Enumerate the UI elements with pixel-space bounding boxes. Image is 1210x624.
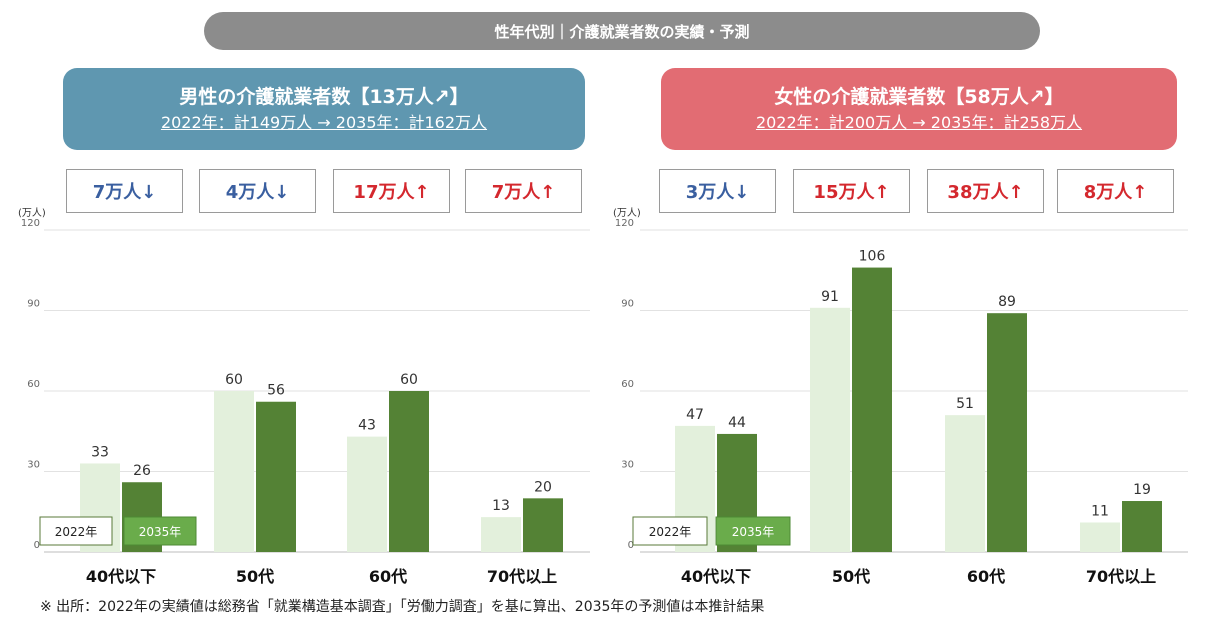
female-header-title: 女性の介護就業者数【58万人↗】	[774, 86, 1064, 108]
male-header-title: 男性の介護就業者数【13万人↗】	[179, 86, 469, 108]
male-category-label-3: 70代以上	[487, 567, 557, 586]
female-data-label-2035年-60代: 89	[998, 294, 1016, 310]
male-data-label-2022年-70代以上: 13	[492, 498, 510, 514]
male-category-label-0: 40代以下	[86, 567, 156, 586]
male-ytick-0: 0	[34, 540, 40, 551]
male-legend-box-2022年	[39, 516, 113, 546]
female-legend-label-2035年: 2035年	[732, 525, 775, 539]
female-data-label-2035年-70代以上: 19	[1133, 482, 1151, 498]
male-y-unit-label: (万人)	[18, 207, 46, 219]
male-bar-2035年-70代以上	[523, 498, 563, 552]
male-ytick-120: 120	[21, 218, 40, 229]
male-header-subtitle: 2022年：計149万人 → 2035年：計162万人	[160, 113, 488, 132]
female-bar-2022年-60代	[945, 415, 985, 552]
male-legend-label-2035年: 2035年	[139, 525, 182, 539]
page-title: 性年代別｜介護就業者数の実績・予測	[204, 12, 1040, 50]
female-category-label-3: 70代以上	[1086, 567, 1156, 586]
male-header-box: 男性の介護就業者数【13万人↗】 2022年：計149万人 → 2035年：計1…	[63, 68, 585, 150]
female-legend-box-2022年	[632, 516, 708, 546]
female-bar-2035年-70代以上	[1122, 501, 1162, 552]
male-change-50s: 4万人↓	[199, 169, 316, 213]
male-data-label-2022年-60代: 43	[358, 418, 376, 434]
male-data-label-2022年-50代: 60	[225, 372, 243, 388]
male-legend-label-2022年: 2022年	[55, 525, 98, 539]
male-change-40s-under: 7万人↓	[66, 169, 183, 213]
female-bar-2022年-50代	[810, 307, 850, 552]
female-data-label-2022年-40代以下: 47	[686, 407, 704, 423]
female-ytick-30: 30	[621, 460, 634, 471]
female-legend-label-2022年: 2022年	[649, 525, 692, 539]
male-category-label-1: 50代	[236, 567, 274, 586]
female-bar-2035年-60代	[987, 313, 1027, 552]
female-change-40s-under: 3万人↓	[659, 169, 776, 213]
female-bar-2035年-50代	[852, 267, 892, 552]
male-data-label-2035年-40代以下: 26	[133, 463, 151, 479]
male-ytick-60: 60	[27, 379, 40, 390]
male-category-label-2: 60代	[369, 567, 407, 586]
female-data-label-2022年-60代: 51	[956, 396, 974, 412]
male-bar-2022年-60代	[347, 436, 387, 552]
female-category-label-1: 50代	[832, 567, 870, 586]
male-data-label-2035年-50代: 56	[267, 383, 285, 399]
male-ytick-30: 30	[27, 460, 40, 471]
male-bar-2035年-50代	[256, 401, 296, 552]
female-category-label-2: 60代	[967, 567, 1005, 586]
male-data-label-2035年-70代以上: 20	[534, 479, 552, 495]
male-data-label-2022年-40代以下: 33	[91, 444, 109, 460]
male-change-70s-over: 7万人↑	[465, 169, 582, 213]
female-ytick-0: 0	[628, 540, 634, 551]
female-ytick-90: 90	[621, 299, 634, 310]
female-data-label-2022年-50代: 91	[821, 289, 839, 305]
male-bar-2035年-60代	[389, 391, 429, 552]
male-ytick-90: 90	[27, 299, 40, 310]
female-header-box: 女性の介護就業者数【58万人↗】 2022年：計200万人 → 2035年：計2…	[661, 68, 1177, 150]
female-change-70s-over: 8万人↑	[1057, 169, 1174, 213]
male-bar-2022年-70代以上	[481, 517, 521, 552]
male-change-60s: 17万人↑	[333, 169, 450, 213]
female-ytick-120: 120	[615, 218, 634, 229]
female-bar-2022年-70代以上	[1080, 522, 1120, 552]
male-legend-box-2035年	[123, 516, 197, 546]
female-change-60s: 38万人↑	[927, 169, 1044, 213]
footnote: ※ 出所：2022年の実績値は総務省「就業構造基本調査」「労働力調査」を基に算出…	[40, 599, 765, 615]
female-legend-box-2035年	[715, 516, 791, 546]
female-header-subtitle: 2022年：計200万人 → 2035年：計258万人	[755, 113, 1083, 132]
male-data-label-2035年-60代: 60	[400, 372, 418, 388]
female-category-label-0: 40代以下	[681, 567, 751, 586]
female-data-label-2035年-50代: 106	[859, 249, 886, 265]
female-ytick-60: 60	[621, 379, 634, 390]
female-data-label-2022年-70代以上: 11	[1091, 503, 1109, 519]
female-y-unit-label: (万人)	[613, 207, 641, 219]
male-bar-2022年-50代	[214, 391, 254, 552]
female-data-label-2035年-40代以下: 44	[728, 415, 746, 431]
female-change-50s: 15万人↑	[793, 169, 910, 213]
